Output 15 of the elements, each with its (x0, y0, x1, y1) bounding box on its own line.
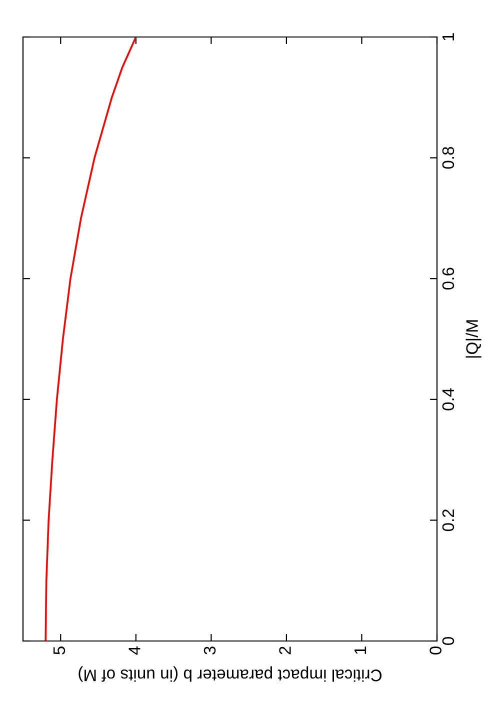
x-tick-label: 3 (204, 646, 216, 654)
y-tick-label: 0 (442, 637, 454, 645)
y-tick-label: 0.8 (442, 146, 454, 169)
x-axis-title: Critical impact parameter b (in units of M) (78, 666, 382, 682)
y-tick-label: 0.2 (442, 509, 454, 532)
x-tick-label: 0 (430, 646, 442, 654)
y-tick-label: 0.4 (442, 388, 454, 410)
y-axis-title: |Q|/M (466, 320, 482, 358)
x-tick-label: 4 (128, 646, 140, 655)
y-tick-label: 1 (442, 33, 454, 40)
x-tick-label: 2 (279, 646, 291, 654)
x-tick-label: 1 (354, 646, 366, 654)
y-tick-label: 0.6 (442, 268, 454, 290)
line-series (44, 37, 137, 641)
x-tick-label: 5 (53, 646, 66, 654)
